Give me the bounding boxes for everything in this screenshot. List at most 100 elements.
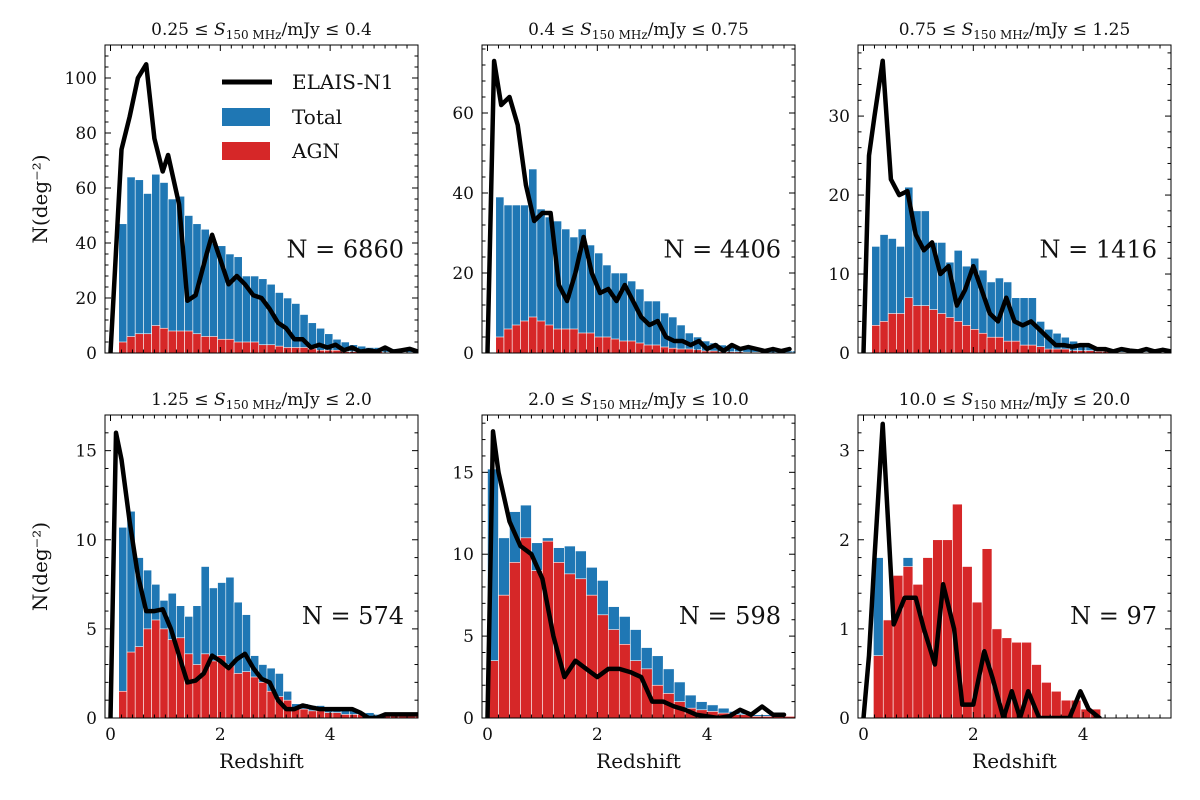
agn-bar — [498, 594, 510, 718]
x-tick-label: 4 — [702, 725, 713, 745]
total-bar — [258, 278, 268, 353]
panel-4: 0 2 4 Redshift 0 5 10 15 N(deg⁻²) 1.25 ≤ S150 MHz… — [28, 390, 419, 773]
elais-n1-line — [861, 58, 1171, 353]
agn-bar — [192, 333, 202, 353]
agn-bar — [307, 710, 317, 718]
panel-title: 0.75 ≤ S150 MHz/mJy ≤ 1.25 — [899, 20, 1131, 42]
n-count-label: N = 4406 — [664, 236, 781, 264]
agn-bar — [920, 305, 930, 353]
y-tick-label: 0 — [839, 344, 850, 364]
agn-bar — [291, 347, 301, 353]
total-bar — [225, 253, 235, 353]
agn-bar — [962, 325, 971, 353]
legend-total-swatch — [222, 108, 270, 126]
axes-frame — [481, 414, 796, 719]
legend-agn-label: AGN — [291, 139, 340, 163]
panel-title: 1.25 ≤ S150 MHz/mJy ≤ 2.0 — [151, 390, 372, 412]
agn-bar — [553, 328, 562, 353]
x-tick-label: 0 — [858, 725, 869, 745]
agn-bar — [684, 348, 694, 353]
agn-bar — [209, 336, 218, 353]
agn-bar — [184, 330, 194, 353]
y-tick-label: 2 — [839, 531, 850, 551]
total-bar — [291, 303, 301, 353]
total-bar — [250, 275, 260, 353]
y-tick-label: 40 — [75, 234, 97, 254]
agn-bar — [643, 344, 653, 353]
agn-bar — [134, 646, 144, 718]
y-axis-label: N(deg⁻²) — [28, 522, 52, 611]
agn-bar — [564, 573, 576, 718]
axes-frame — [857, 44, 1172, 354]
agn-bar — [283, 347, 293, 353]
x-axis-label: Redshift — [596, 749, 681, 773]
agn-bar — [511, 324, 521, 353]
agn-bar — [340, 714, 350, 718]
agn-bar — [225, 664, 235, 718]
panel-1: 0 20 40 60 80 100 N(deg⁻²) 0.25 ≤ S150 MHz/mJy … — [28, 20, 419, 364]
agn-bar — [509, 562, 521, 718]
y-tick-label: 0 — [86, 709, 97, 729]
total-bar — [167, 198, 177, 353]
y-tick-label: 60 — [452, 104, 474, 124]
x-tick-label: 4 — [325, 725, 336, 745]
total-bar — [118, 223, 128, 353]
agn-bar — [266, 344, 276, 353]
agn-bar — [200, 336, 210, 353]
agn-bar — [258, 344, 268, 353]
y-tick-label: 1 — [839, 620, 850, 640]
agn-bar — [241, 671, 251, 718]
total-bar — [495, 196, 505, 353]
agn-bar — [962, 566, 973, 718]
axes-frame — [857, 414, 1172, 719]
agn-bar — [912, 305, 922, 353]
panel-2: 0 20 40 60 0.4 ≤ S150 MHz/mJy ≤ 0.75 N = 4406 — [452, 20, 796, 364]
axes-frame — [104, 414, 419, 719]
agn-bar — [1003, 340, 1013, 353]
agn-bar — [159, 628, 169, 718]
y-tick-label: 40 — [452, 184, 474, 204]
y-tick-label: 3 — [839, 442, 850, 462]
legend-line-label: ELAIS-N1 — [292, 70, 394, 94]
total-bar — [668, 316, 678, 353]
plot-area — [861, 421, 1102, 718]
agn-bar — [167, 639, 177, 718]
agn-bar — [274, 345, 284, 353]
agn-bar — [192, 664, 202, 718]
legend-agn-swatch — [222, 142, 270, 160]
y-tick-label: 80 — [75, 124, 97, 144]
agn-bar — [143, 628, 152, 718]
agn-bar — [873, 655, 884, 718]
y-tick-label: 10 — [75, 531, 97, 551]
panel-title: 2.0 ≤ S150 MHz/mJy ≤ 10.0 — [528, 390, 749, 412]
legend: ELAIS-N1 Total AGN — [222, 70, 394, 163]
agn-bar — [618, 643, 631, 718]
n-count-label: N = 574 — [302, 602, 404, 630]
agn-bar — [871, 325, 881, 353]
panel-3: 0 10 20 30 0.75 ≤ S150 MHz/mJy ≤ 1.25 N = 141… — [828, 20, 1172, 364]
total-bar — [233, 256, 243, 353]
y-tick-label: 15 — [75, 442, 97, 462]
y-tick-label: 15 — [452, 463, 474, 483]
agn-bar — [879, 321, 889, 353]
agn-bar — [594, 336, 604, 353]
agn-bar — [324, 712, 334, 718]
agn-bar — [953, 321, 963, 353]
agn-bar — [676, 348, 686, 353]
agn-bar — [1019, 344, 1029, 353]
agn-bar — [495, 336, 505, 353]
x-tick-label: 2 — [215, 725, 226, 745]
total-bar — [143, 193, 152, 353]
agn-bar — [151, 619, 161, 718]
n-count-label: N = 598 — [679, 602, 781, 630]
agn-bar — [414, 715, 418, 718]
agn-bar — [635, 342, 645, 353]
x-tick-label: 2 — [592, 725, 603, 745]
agn-bar — [134, 333, 144, 353]
plot-area — [108, 430, 418, 718]
agn-bar — [233, 341, 243, 353]
elais-n1-line — [485, 58, 792, 353]
agn-bar — [896, 313, 905, 353]
panel-5: 0 2 4 Redshift 0 5 10 15 2.0 ≤ S150 MHz/mJy ≤ 10… — [452, 390, 796, 773]
plot-area — [861, 58, 1171, 353]
